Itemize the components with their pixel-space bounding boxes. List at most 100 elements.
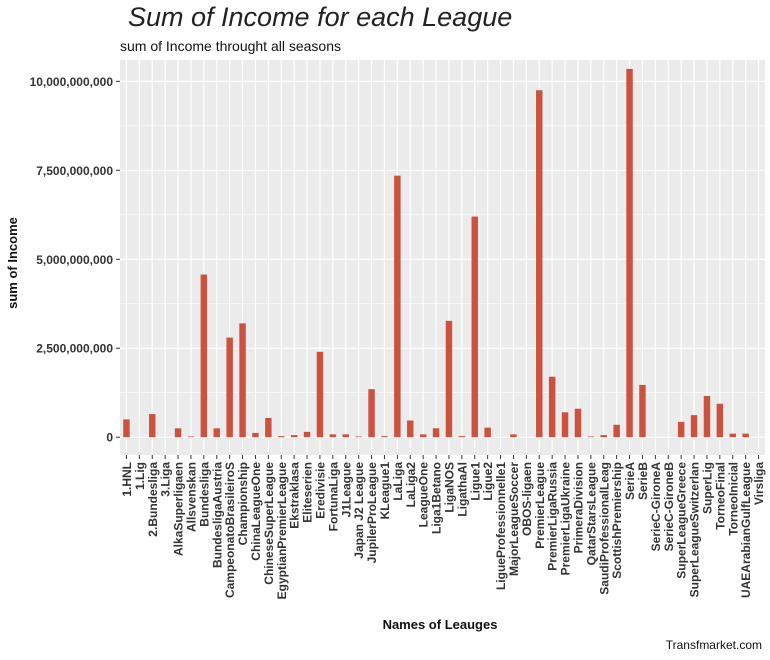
x-tick-label: OBOS-ligaen bbox=[520, 462, 534, 536]
y-tick-label: 2,500,000,000 bbox=[36, 342, 113, 356]
bar bbox=[471, 216, 478, 438]
bar bbox=[690, 415, 698, 438]
x-tick-label: BundesligaAustria bbox=[210, 462, 224, 568]
x-tick-label: Ligue1 bbox=[468, 462, 482, 501]
bar bbox=[729, 433, 736, 438]
bar bbox=[445, 320, 453, 438]
bar bbox=[149, 414, 156, 438]
x-tick-label: EgyptianPremierLeague bbox=[275, 462, 289, 600]
bar bbox=[548, 376, 556, 438]
bar bbox=[381, 436, 388, 438]
x-axis: 1.HNL1.Lig2.Bundesliga3.LigaAlkaSuperlig… bbox=[120, 455, 766, 599]
x-tick-label: LeagueOne bbox=[417, 462, 431, 528]
bar bbox=[587, 436, 595, 438]
bar bbox=[265, 417, 272, 438]
x-tick-label: SerieC-GironeA bbox=[649, 462, 663, 552]
x-tick-label: FortunaLiga bbox=[326, 462, 340, 532]
x-tick-label: SuperLig bbox=[700, 462, 714, 514]
x-tick-label: QatarStarsLeague bbox=[584, 462, 598, 566]
bar bbox=[484, 427, 491, 438]
x-tick-label: Ekstraklasa bbox=[288, 462, 302, 529]
x-tick-label: ChinaLeagueOne bbox=[249, 462, 263, 561]
major-gridlines bbox=[120, 60, 765, 455]
bars bbox=[123, 68, 749, 438]
bar bbox=[239, 323, 246, 438]
source-caption: Transfmarket.com bbox=[665, 638, 762, 652]
x-tick-label: PrimeraDivision bbox=[571, 462, 585, 553]
x-tick-label: LigueProfessionnelle1 bbox=[494, 462, 508, 590]
x-tick-label: Liga1Betano bbox=[430, 462, 444, 534]
x-tick-label: SerieA bbox=[623, 462, 637, 500]
bar bbox=[574, 408, 582, 438]
x-tick-label: KLeague1 bbox=[378, 462, 392, 520]
x-tick-label: CampeonatoBrasileiroS bbox=[223, 462, 237, 598]
x-tick-label: LigathaAl bbox=[455, 462, 469, 517]
bar bbox=[742, 433, 749, 438]
x-tick-label: ChineseSuperLeague bbox=[262, 462, 276, 585]
bar bbox=[703, 395, 711, 438]
bar bbox=[226, 337, 233, 438]
y-tick-label: 5,000,000,000 bbox=[36, 253, 113, 267]
y-tick-label: 10,000,000,000 bbox=[30, 75, 114, 89]
x-tick-label: MajorLeagueSoccer bbox=[507, 462, 521, 576]
chart-title: Sum of Income for each League bbox=[128, 2, 513, 32]
x-tick-label: Championship bbox=[236, 462, 250, 545]
x-tick-label: 2.Bundesliga bbox=[146, 462, 160, 537]
x-tick-label: LigaNOS bbox=[442, 462, 456, 513]
x-tick-label: UAEArabianGulfLeague bbox=[739, 462, 753, 598]
x-axis-label: Names of Leauges bbox=[383, 617, 498, 632]
chart-subtitle: sum of Income throught all seasons bbox=[120, 38, 342, 54]
bar bbox=[329, 434, 337, 438]
bar bbox=[458, 436, 466, 438]
x-tick-label: SaudiProfessionalLeag bbox=[597, 462, 611, 595]
bar bbox=[200, 274, 208, 438]
bar bbox=[123, 419, 130, 438]
bar bbox=[432, 428, 440, 438]
y-tick-label: 7,500,000,000 bbox=[36, 164, 113, 178]
x-tick-label: AlkaSuperligaen bbox=[172, 462, 186, 556]
x-tick-label: LaLiga bbox=[391, 462, 405, 501]
x-tick-label: Eredivisie bbox=[313, 462, 327, 519]
bar bbox=[342, 434, 349, 438]
x-tick-label: J1League bbox=[339, 462, 353, 518]
x-tick-label: SuperLeagueGreece bbox=[675, 462, 689, 579]
bar bbox=[355, 436, 362, 438]
x-tick-label: PremierLeague bbox=[533, 462, 547, 549]
bar bbox=[626, 68, 633, 438]
bar bbox=[536, 90, 543, 438]
bar bbox=[174, 428, 182, 438]
bar bbox=[368, 389, 375, 438]
x-tick-label: Allsvenskan bbox=[184, 462, 198, 532]
x-tick-label: JupilerProLeague bbox=[365, 462, 379, 564]
bar bbox=[561, 412, 569, 438]
bar bbox=[677, 421, 685, 438]
bar bbox=[213, 428, 220, 438]
x-tick-label: 1.HNL bbox=[120, 462, 134, 497]
bar bbox=[419, 434, 427, 438]
x-tick-label: Bundesliga bbox=[197, 462, 211, 527]
bar bbox=[716, 403, 724, 438]
x-tick-label: Virsliga bbox=[752, 462, 766, 505]
x-tick-label: TorneoFinal bbox=[713, 462, 727, 530]
bar bbox=[187, 436, 195, 438]
x-tick-label: 3.Liga bbox=[159, 462, 173, 497]
bar bbox=[510, 434, 517, 438]
y-axis-label: sum of Income bbox=[5, 217, 20, 309]
x-tick-label: Eliteserien bbox=[301, 462, 315, 523]
x-tick-label: Japan J2 League bbox=[352, 462, 366, 559]
bar bbox=[613, 424, 620, 438]
x-tick-label: PremierLigaUkraine bbox=[559, 462, 573, 576]
bar bbox=[639, 384, 646, 438]
bar bbox=[600, 435, 607, 438]
x-tick-label: LaLiga2 bbox=[404, 462, 418, 508]
x-tick-label: SerieC-GironeB bbox=[662, 462, 676, 552]
bar bbox=[316, 351, 324, 438]
x-tick-label: Ligue2 bbox=[481, 462, 495, 501]
bar bbox=[278, 436, 285, 438]
x-tick-label: TorneoInicial bbox=[726, 462, 740, 536]
y-axis: 0 2,500,000,000 5,000,000,000 7,500,000,000… bbox=[30, 75, 120, 445]
bar bbox=[303, 431, 311, 438]
y-tick-label: 0 bbox=[106, 431, 113, 445]
bar bbox=[290, 435, 298, 438]
